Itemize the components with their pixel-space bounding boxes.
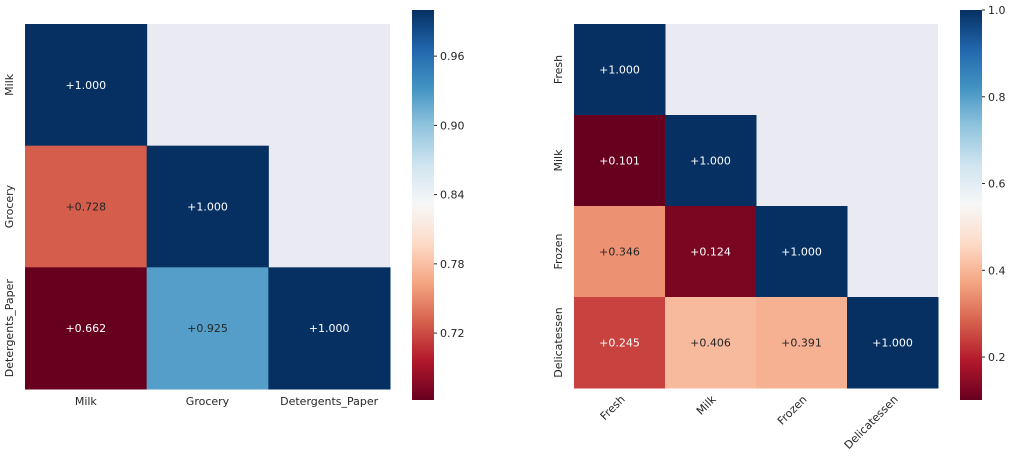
heatmap-cell — [756, 206, 848, 298]
colorbar — [960, 10, 982, 400]
colorbar — [412, 10, 434, 400]
colorbar-tick-label: 0.4 — [988, 264, 1006, 277]
x-tick-label: Detergents_Paper — [280, 395, 379, 408]
colorbar-tick-label: 1.0 — [988, 4, 1006, 17]
heatmap-cell — [25, 145, 148, 268]
cell-label: +0.662 — [65, 322, 106, 335]
y-tick-label: Grocery — [3, 184, 16, 228]
colorbar-tick-label: 0.6 — [988, 178, 1006, 191]
heatmap-right: +1.000 +0.101 +1.000 +0.346 +0.124 +1.000 +0.2… — [552, 4, 1006, 452]
heatmap-cell — [574, 206, 666, 298]
x-tick-label: Milk — [75, 395, 98, 408]
cell-label: +1.000 — [599, 64, 640, 77]
cell-label: +1.000 — [187, 201, 228, 214]
cell-label: +0.406 — [690, 337, 731, 350]
cell-label: +0.245 — [599, 337, 640, 350]
cell-label: +0.925 — [187, 322, 228, 335]
heatmap-cell — [268, 267, 391, 390]
heatmap-cell — [574, 24, 666, 116]
heatmap-cell — [847, 297, 939, 389]
heatmap-cell — [574, 297, 666, 389]
y-tick-label: Delicatessen — [552, 307, 565, 377]
cell-label: +0.101 — [599, 155, 640, 168]
y-tick-label: Detergents_Paper — [3, 279, 16, 378]
cell-label: +0.391 — [781, 337, 822, 350]
cell-label: +1.000 — [690, 155, 731, 168]
cell-label: +1.000 — [781, 246, 822, 259]
x-tick-label: Fresh — [598, 393, 628, 423]
heatmap-cell — [665, 115, 757, 207]
heatmap-cell — [146, 145, 269, 268]
heatmap-cell — [25, 24, 148, 147]
x-tick-label: Grocery — [186, 395, 230, 408]
y-tick-label: Milk — [552, 149, 565, 172]
x-tick-label: Delicatessen — [842, 393, 901, 452]
heatmap-left: +1.000 +0.728 +1.000 +0.662 +0.925 +1.000 Milk… — [3, 10, 465, 408]
colorbar-tick-label: 0.84 — [440, 189, 465, 202]
colorbar-tick-label: 0.8 — [988, 91, 1006, 104]
heatmap-cell — [665, 297, 757, 389]
y-tick-label: Milk — [3, 73, 16, 96]
colorbar-tick-label: 0.78 — [440, 258, 465, 271]
colorbar-tick-label: 0.2 — [988, 351, 1006, 364]
cell-label: +0.346 — [599, 246, 640, 259]
heatmap-cell — [25, 267, 148, 390]
heatmap-cell — [146, 267, 269, 390]
cell-label: +1.000 — [872, 337, 913, 350]
heatmap-cell — [756, 297, 848, 389]
y-tick-label: Fresh — [552, 55, 565, 84]
x-tick-label: Frozen — [775, 393, 810, 428]
cell-label: +1.000 — [309, 322, 350, 335]
colorbar-tick-label: 0.96 — [440, 50, 465, 63]
cell-label: +0.124 — [690, 246, 731, 259]
colorbar-tick-label: 0.90 — [440, 119, 465, 132]
x-tick-label: Milk — [694, 392, 719, 417]
cell-label: +1.000 — [65, 79, 106, 92]
colorbar-tick-label: 0.72 — [440, 327, 465, 340]
heatmap-cell — [574, 115, 666, 207]
y-tick-label: Frozen — [552, 233, 565, 269]
cell-label: +0.728 — [65, 201, 106, 214]
heatmap-cell — [665, 206, 757, 298]
